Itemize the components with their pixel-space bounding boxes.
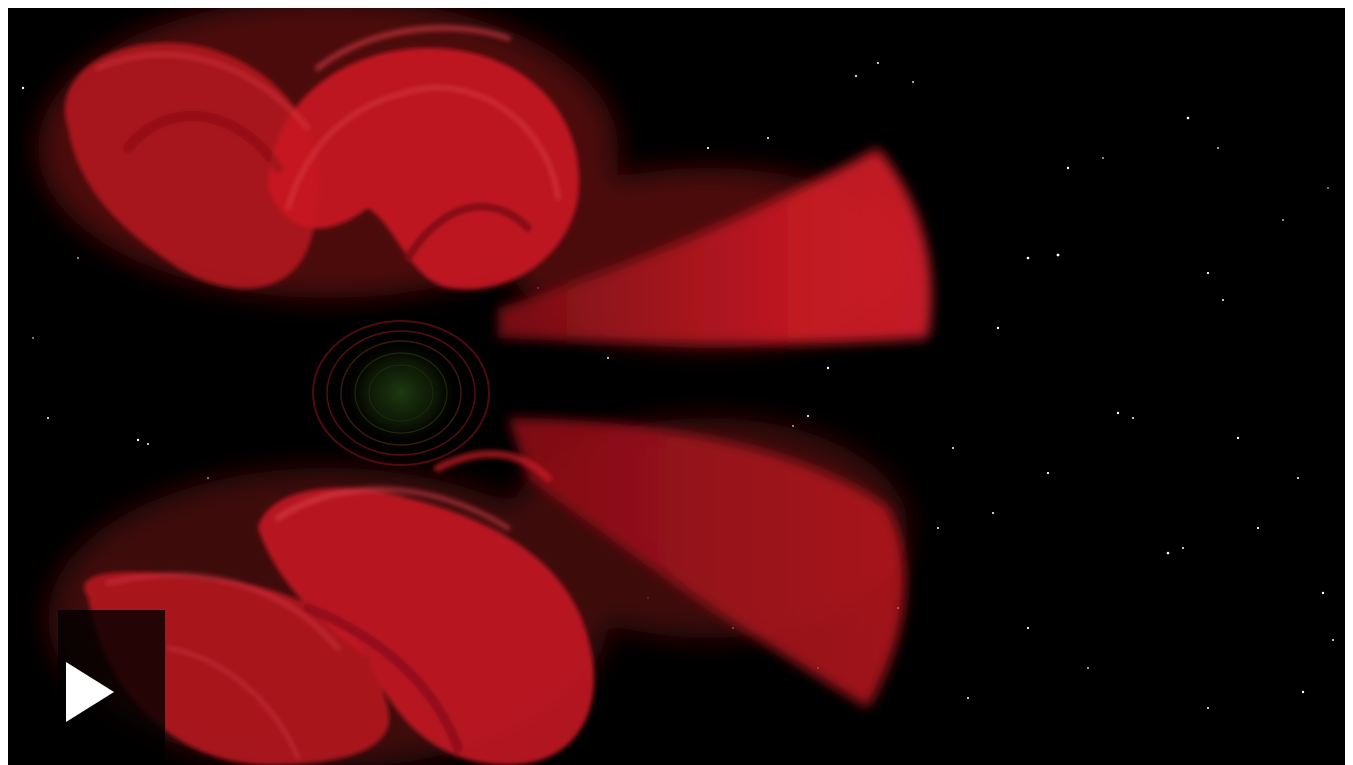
play-icon [66, 662, 114, 722]
play-button[interactable] [58, 610, 165, 765]
video-poster-image [8, 8, 1345, 765]
video-player[interactable] [8, 8, 1345, 765]
core-rings [312, 320, 490, 466]
